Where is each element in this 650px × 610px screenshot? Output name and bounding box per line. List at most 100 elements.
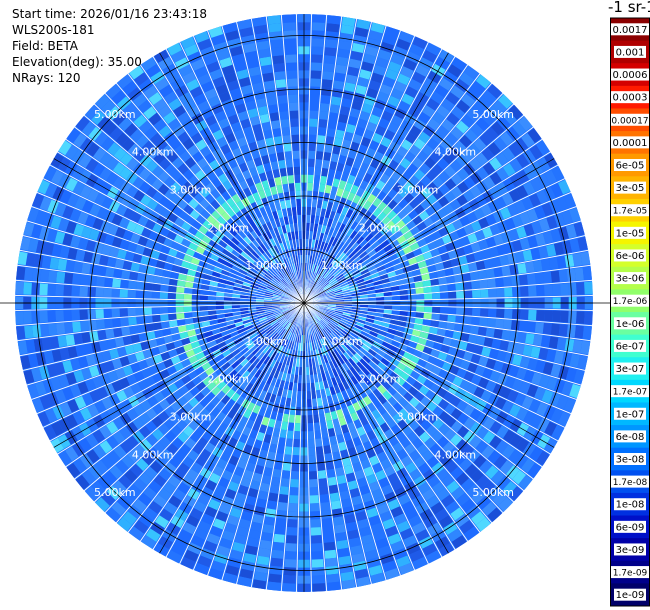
ppi-gate xyxy=(320,329,327,338)
ppi-gate xyxy=(235,440,246,452)
ppi-gate xyxy=(473,344,484,355)
ppi-gate xyxy=(523,370,535,383)
ray-separator xyxy=(179,302,305,564)
ppi-gate xyxy=(516,438,530,453)
ppi-gate xyxy=(306,375,310,384)
ppi-gate xyxy=(556,395,569,410)
ppi-gate xyxy=(201,513,215,526)
ppi-gate xyxy=(334,72,346,82)
ppi-gate xyxy=(347,404,356,415)
ppi-gate xyxy=(282,462,291,471)
ppi-gate xyxy=(366,507,379,519)
ray-separator xyxy=(116,302,305,523)
ppi-gate xyxy=(419,431,431,443)
ppi-gate xyxy=(294,366,299,375)
ppi-gate xyxy=(358,379,368,389)
ppi-gate xyxy=(574,325,584,339)
ppi-gate xyxy=(369,330,379,338)
ppi-gate xyxy=(212,465,224,477)
ppi-gate xyxy=(308,134,317,143)
ppi-gate xyxy=(370,369,380,379)
ppi-gate xyxy=(353,503,365,514)
ppi-gate xyxy=(283,30,296,39)
ppi-gate xyxy=(81,262,91,274)
ppi-gate xyxy=(167,292,176,300)
ppi-gate xyxy=(363,341,373,349)
ppi-gate xyxy=(444,415,457,428)
ppi-gate xyxy=(353,327,362,334)
ppi-gate xyxy=(339,490,351,501)
ppi-gate xyxy=(472,308,481,317)
ppi-gate xyxy=(269,393,277,403)
ppi-gate xyxy=(247,401,256,412)
ppi-gate xyxy=(430,320,440,328)
ppi-gate xyxy=(488,348,499,360)
ppi-gate xyxy=(569,383,581,399)
ppi-gate xyxy=(197,437,208,449)
ppi-gate xyxy=(560,310,569,323)
ppi-gate xyxy=(346,337,355,345)
ppi-gate xyxy=(120,279,129,289)
ppi-gate xyxy=(316,322,323,331)
ppi-gate xyxy=(427,355,438,365)
ppi-gate xyxy=(374,316,383,322)
ppi-gate xyxy=(447,314,456,323)
ppi-gate xyxy=(530,414,543,429)
ppi-gate xyxy=(262,524,274,534)
ppi-gate xyxy=(317,340,323,349)
ppi-gate xyxy=(299,359,303,368)
ppi-gate xyxy=(392,442,404,454)
ppi-gate xyxy=(296,391,302,400)
ppi-gate xyxy=(470,353,481,364)
ppi-gate xyxy=(396,448,408,460)
ppi-gate xyxy=(292,358,297,367)
ppi-gate xyxy=(327,378,334,388)
ppi-gate xyxy=(287,86,298,95)
ppi-gate xyxy=(274,395,282,405)
ppi-gate xyxy=(265,338,273,346)
ppi-gate xyxy=(410,355,420,364)
ppi-gate xyxy=(517,262,527,274)
range-ring-label: 4.00km xyxy=(132,448,174,461)
ppi-gate xyxy=(416,294,425,300)
ppi-gate xyxy=(210,396,221,407)
ppi-gate xyxy=(97,265,107,276)
ppi-gate xyxy=(280,396,287,406)
ppi-gate xyxy=(371,357,381,366)
colorbar-tick-label: 1e-08 xyxy=(616,500,645,511)
ppi-gate xyxy=(401,500,415,513)
ppi-gate xyxy=(374,337,384,345)
ppi-gate xyxy=(432,306,441,314)
ppi-gate xyxy=(327,15,341,25)
ppi-gate xyxy=(305,359,309,368)
ppi-gate xyxy=(291,463,300,472)
ppi-gate xyxy=(367,382,377,392)
ppi-gate xyxy=(525,333,535,345)
ppi-gate xyxy=(496,308,505,318)
ppi-gate xyxy=(441,494,455,508)
ppi-gate xyxy=(459,520,475,534)
ppi-gate xyxy=(32,324,42,338)
ppi-gate xyxy=(336,347,343,356)
ppi-gate xyxy=(223,305,232,309)
ppi-gate xyxy=(63,285,72,296)
ppi-gate xyxy=(267,581,281,591)
ppi-gate xyxy=(493,328,503,339)
ppi-gate xyxy=(290,479,299,488)
ppi-gate xyxy=(416,374,427,385)
ppi-gate xyxy=(297,342,301,351)
ppi-gate xyxy=(158,468,172,481)
ppi-gate xyxy=(455,315,464,324)
ppi-gate xyxy=(339,320,348,326)
ppi-gate xyxy=(40,269,50,282)
ppi-gate xyxy=(128,316,137,326)
ppi-gate xyxy=(448,447,461,460)
ppi-gate xyxy=(494,397,507,410)
ppi-gate xyxy=(322,354,329,364)
ppi-gate xyxy=(471,280,480,290)
ppi-gate xyxy=(368,392,377,402)
ppi-gate xyxy=(438,423,450,435)
ppi-gate xyxy=(288,324,294,332)
ppi-gate xyxy=(463,371,475,382)
ppi-gate xyxy=(412,437,424,449)
